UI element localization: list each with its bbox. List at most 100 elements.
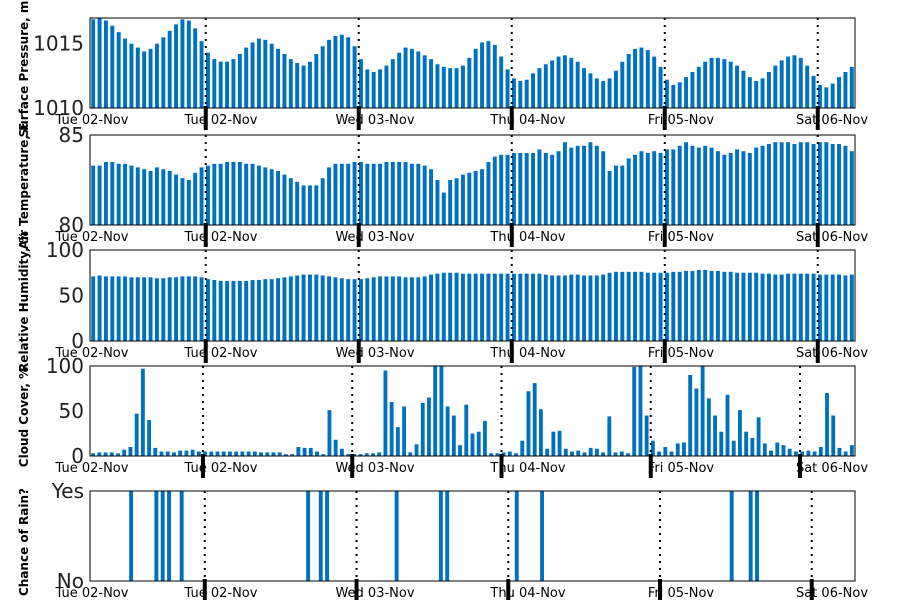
x-tick-label-5-5: Sat 06-Nov — [796, 586, 868, 600]
bar-3-h14 — [180, 276, 185, 341]
bar-4-h20 — [215, 451, 220, 456]
y-axis-label-3: Relative Humidity, % — [17, 231, 31, 372]
bar-3-h73 — [556, 275, 561, 341]
bar-2-h15 — [186, 180, 191, 225]
y-tick-label-1-1: 1015 — [33, 32, 84, 56]
x-tick-label-5-4: Fri 05-Nov — [648, 586, 715, 600]
x-tick-label-1-3: Thu 04-Nov — [489, 113, 565, 128]
bar-2-h81 — [607, 171, 612, 225]
bar-4-h110 — [775, 442, 780, 456]
bar-4-h70 — [526, 391, 531, 456]
bar-2-h28 — [269, 169, 274, 225]
bar-2-h98 — [715, 151, 720, 225]
bar-5-h14 — [179, 491, 184, 581]
bar-1-h116 — [830, 83, 835, 108]
axes-box-2 — [89, 134, 856, 226]
bar-2-h88 — [652, 151, 657, 225]
bar-4-h33 — [296, 447, 301, 456]
bar-1-h7 — [135, 47, 140, 108]
y-tick-label-1-0: 1010 — [33, 96, 84, 120]
bar-4-h66 — [501, 452, 506, 456]
bar-2-h53 — [429, 169, 434, 225]
bar-1-h2 — [103, 20, 108, 108]
bar-2-h60 — [473, 171, 478, 225]
bar-5-h37 — [325, 491, 330, 581]
bar-3-h39 — [339, 278, 344, 341]
bar-4-h50 — [402, 406, 407, 456]
bar-3-h41 — [352, 279, 357, 341]
bar-3-h55 — [441, 272, 446, 341]
bar-4-h62 — [476, 431, 481, 456]
bar-4-h49 — [395, 427, 400, 456]
x-tick-label-3-4: Fri 05-Nov — [648, 346, 715, 361]
bar-4-h32 — [290, 454, 295, 456]
bar-3-h24 — [244, 280, 249, 341]
bar-1-h23 — [237, 54, 242, 108]
bar-3-h9 — [148, 277, 153, 341]
bar-3-h109 — [786, 273, 791, 341]
bar-4-h25 — [246, 451, 251, 456]
bar-1-h115 — [824, 87, 829, 108]
bar-5-h48 — [394, 491, 399, 581]
bar-2-h109 — [786, 142, 791, 225]
bar-4-h46 — [377, 452, 382, 456]
bar-4-h78 — [576, 450, 581, 456]
bar-1-h82 — [613, 70, 618, 108]
bar-4-h100 — [713, 415, 717, 456]
bar-3-h28 — [269, 279, 274, 341]
bar-3-h97 — [709, 270, 714, 341]
bar-1-h9 — [148, 48, 153, 108]
bar-4-h117 — [818, 447, 823, 456]
bar-2-h6 — [129, 165, 134, 225]
bar-1-h63 — [492, 45, 497, 108]
bar-2-h59 — [467, 172, 472, 225]
bar-4-h95 — [682, 442, 686, 456]
x-tick-label-2-0: Tue 02-Nov — [55, 230, 129, 245]
bar-1-h17 — [199, 41, 204, 108]
bar-3-h78 — [588, 275, 593, 341]
bar-4-h28 — [265, 452, 270, 456]
bar-1-h37 — [327, 39, 332, 108]
bar-4-h116 — [812, 451, 817, 456]
bar-4-h5 — [122, 449, 127, 456]
bar-2-h100 — [728, 153, 733, 225]
bar-2-h93 — [684, 142, 689, 225]
bar-3-h114 — [817, 274, 822, 341]
bar-4-h18 — [203, 451, 207, 456]
bar-1-h86 — [639, 47, 644, 108]
bar-2-h95 — [696, 147, 701, 225]
bar-1-h47 — [390, 59, 395, 108]
bar-2-h101 — [735, 149, 740, 225]
bar-2-h69 — [531, 153, 536, 225]
bar-3-h90 — [664, 272, 669, 341]
bar-4-h63 — [483, 420, 487, 456]
bar-5-h10 — [154, 491, 159, 581]
bar-4-h82 — [601, 452, 606, 456]
bar-1-h51 — [416, 51, 421, 108]
bar-4-h89 — [644, 415, 649, 456]
bar-5-h104 — [748, 491, 753, 581]
bar-4-h71 — [532, 383, 537, 456]
bar-5-h6 — [129, 491, 134, 581]
bar-1-h52 — [422, 55, 427, 108]
bar-1-h114 — [817, 84, 822, 108]
bar-3-h100 — [728, 271, 733, 341]
bar-3-h40 — [346, 279, 351, 341]
bar-2-h118 — [843, 145, 848, 225]
bar-1-h76 — [575, 61, 580, 108]
bar-4-h17 — [196, 451, 201, 456]
bar-4-h113 — [793, 451, 798, 456]
bar-2-h89 — [658, 153, 663, 225]
bar-4-h9 — [147, 420, 152, 456]
y-tick-label-2-1: 85 — [59, 123, 84, 147]
bar-4-h1 — [97, 452, 102, 456]
bar-1-h75 — [569, 57, 574, 108]
bar-5-h11 — [160, 491, 165, 581]
axes-box-1 — [89, 17, 856, 109]
bar-1-h13 — [174, 24, 179, 108]
bar-5-h12 — [167, 491, 171, 581]
x-tick-label-3-3: Thu 04-Nov — [489, 346, 565, 361]
x-tick-label-1-4: Fri 05-Nov — [648, 113, 715, 128]
